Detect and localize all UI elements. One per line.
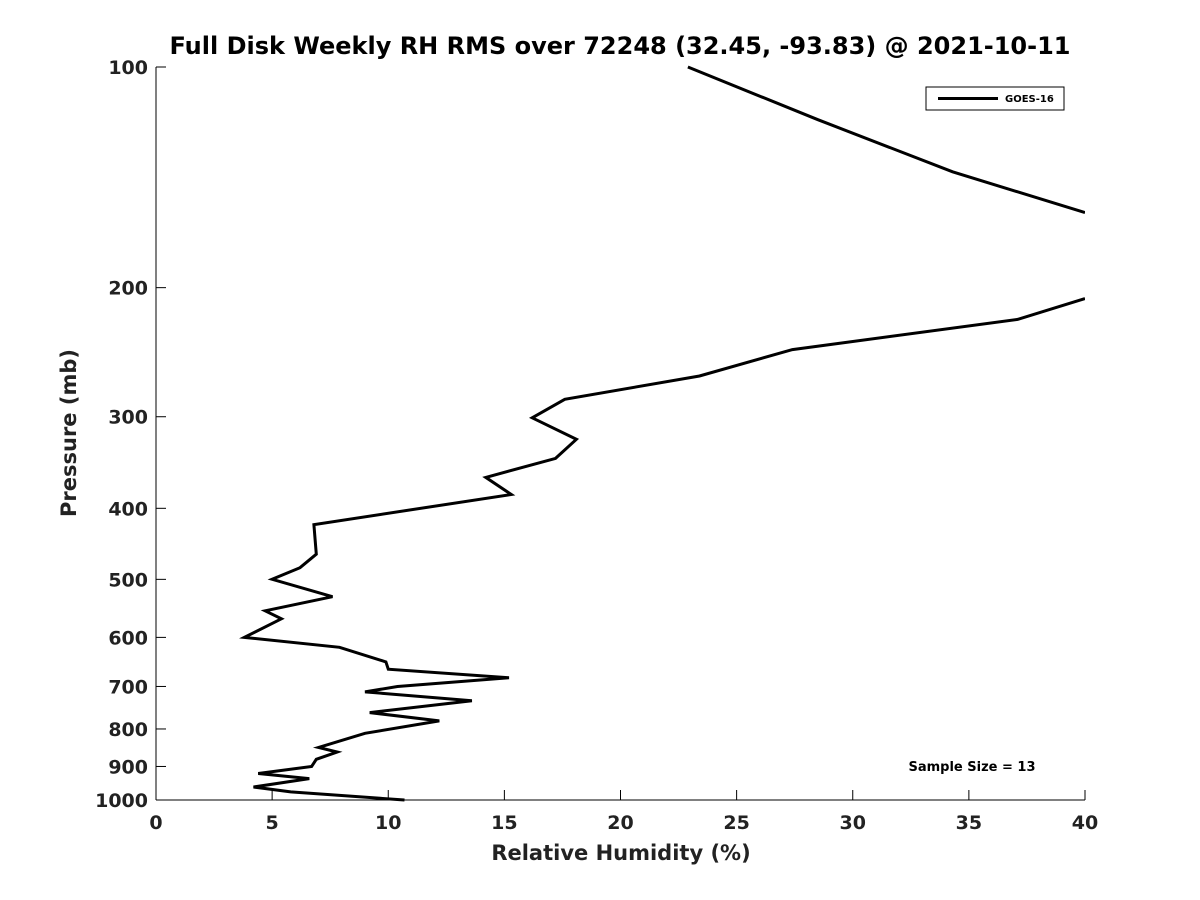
- x-tick-label: 20: [607, 812, 633, 834]
- x-tick-label: 10: [375, 812, 401, 834]
- y-tick-label: 700: [108, 676, 148, 698]
- y-tick-label: 300: [108, 407, 148, 429]
- y-tick-label: 100: [108, 57, 148, 79]
- x-axis-label: Relative Humidity (%): [491, 841, 750, 865]
- y-tick-label: 600: [108, 627, 148, 649]
- y-axis: 100 200 300 400 500 600 700 800 900 1000: [95, 57, 166, 812]
- chart-title: Full Disk Weekly RH RMS over 72248 (32.4…: [169, 32, 1070, 60]
- legend: GOES-16: [925, 86, 1065, 111]
- y-tick-label: 200: [108, 278, 148, 300]
- x-tick-label: 25: [723, 812, 749, 834]
- x-tick-label: 30: [840, 812, 866, 834]
- y-tick-label: 400: [108, 498, 148, 520]
- series-layer: [239, 65, 1085, 802]
- y-tick-label: 900: [108, 756, 148, 778]
- legend-entry-label: GOES-16: [1005, 94, 1054, 105]
- x-tick-label: 5: [266, 812, 279, 834]
- x-axis: 0 5 10 15 20 25 30 35 40: [149, 790, 1098, 834]
- x-tick-label: 15: [491, 812, 517, 834]
- x-tick-label: 0: [149, 812, 162, 834]
- x-tick-label: 40: [1072, 812, 1098, 834]
- plot-area: [155, 67, 1085, 801]
- y-axis-label: Pressure (mb): [57, 349, 81, 517]
- series-line-goes-16: [239, 297, 1085, 802]
- y-tick-label: 800: [108, 719, 148, 741]
- series-line-goes-16: [687, 65, 1085, 215]
- sample-size-annotation: Sample Size = 13: [908, 760, 1035, 775]
- y-tick-label: 1000: [95, 790, 148, 812]
- y-tick-label: 500: [108, 569, 148, 591]
- x-tick-label: 35: [956, 812, 982, 834]
